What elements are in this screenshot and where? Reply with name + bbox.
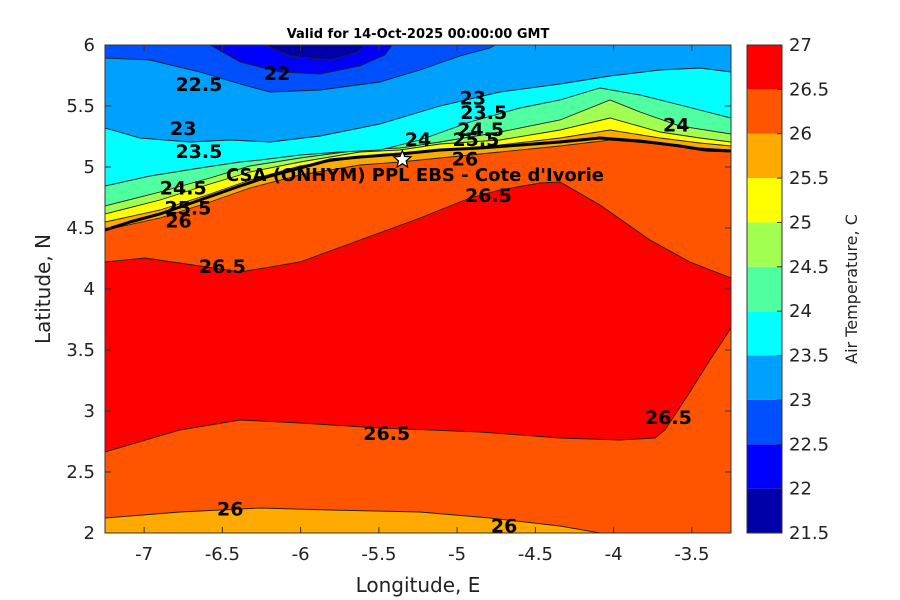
contour-label: 26 — [217, 499, 243, 521]
colorbar-swatch — [747, 488, 782, 533]
temp-band-25-5-south — [105, 507, 601, 533]
contour-label: 23.5 — [175, 141, 222, 163]
colorbar-tick-label: 24 — [789, 301, 812, 322]
colorbar-tick-label: 22 — [789, 479, 812, 500]
temp-band-26-5 — [105, 181, 731, 453]
y-axis-ticks: 22.533.544.555.56 — [66, 35, 731, 544]
y-tick-label: 3.5 — [66, 340, 95, 361]
y-tick-label: 4.5 — [66, 218, 95, 239]
colorbar-swatch — [747, 399, 782, 445]
colorbar-tick-label: 27 — [789, 35, 812, 56]
temp-band-21-5 — [264, 45, 366, 61]
contour-label: 26.5 — [363, 423, 410, 445]
colorbar-swatch — [747, 444, 782, 489]
station-star-icon — [392, 149, 413, 169]
colorbar-swatch — [747, 133, 782, 179]
colorbar-swatch — [747, 266, 782, 312]
x-axis-label: Longitude, E — [356, 573, 481, 597]
y-tick-label: 2.5 — [66, 462, 95, 483]
y-tick-label: 3 — [84, 401, 95, 422]
y-tick-label: 6 — [84, 35, 95, 56]
colorbar-tick-label: 22.5 — [789, 434, 829, 455]
contour-label: 24 — [405, 129, 431, 151]
x-tick-label: -7 — [135, 544, 153, 565]
y-tick-label: 5 — [84, 157, 95, 178]
x-tick-label: -6 — [292, 544, 310, 565]
x-tick-label: -5.5 — [361, 544, 396, 565]
colorbar-tick-label: 25 — [789, 212, 812, 233]
contour-label: 23 — [460, 87, 486, 109]
colorbar-label: Air Temperature, C — [842, 214, 861, 364]
colorbar-tick-label: 26.5 — [789, 79, 829, 100]
x-tick-label: -4 — [605, 544, 623, 565]
colorbar — [746, 44, 783, 534]
contour-label: 24 — [663, 114, 689, 136]
contour-label: 22.5 — [175, 74, 222, 96]
contour-label: 26.5 — [645, 407, 692, 429]
contour-label: 26 — [165, 211, 191, 233]
contour-label: 23.5 — [460, 102, 507, 124]
colorbar-tick-label: 26 — [789, 124, 812, 145]
contour-label: 23 — [170, 118, 196, 140]
station-marker-group: CSA (ONHYM) PPL EBS - Cote d'Ivorie — [226, 149, 604, 186]
contour-label: 25.5 — [164, 197, 211, 219]
y-tick-label: 4 — [84, 279, 95, 300]
colorbar-swatch — [747, 222, 782, 267]
y-tick-label: 2 — [84, 523, 95, 544]
coastline — [105, 136, 731, 232]
contour-label: 24.5 — [457, 119, 504, 141]
chart-title: Valid for 14-Oct-2025 00:00:00 GMT — [287, 27, 550, 42]
contour-label: 26 — [452, 148, 478, 170]
colorbar-swatch — [747, 89, 782, 134]
x-tick-label: -4.5 — [518, 544, 553, 565]
colorbar-frame — [746, 44, 783, 534]
y-tick-label: 5.5 — [66, 96, 95, 117]
x-tick-label: -5 — [448, 544, 466, 565]
colorbar-ticks: 21.5 22 22.5 23 23.5 24 24.5 25 25.5 26 26.5 27 — [777, 35, 829, 544]
contour-label: 26.5 — [199, 256, 246, 278]
colorbar-tick-label: 21.5 — [789, 523, 829, 544]
contour-label: 22 — [264, 63, 290, 85]
colorbar-swatch — [747, 355, 782, 400]
contour-label: 24.5 — [160, 178, 207, 200]
x-tick-label: -6.5 — [205, 544, 240, 565]
plot-area — [105, 45, 731, 533]
contour-label: 26 — [491, 516, 517, 538]
colorbar-tick-label: 23 — [789, 390, 812, 411]
colorbar-swatch — [747, 311, 782, 356]
contour-label: 25.5 — [452, 129, 499, 151]
station-label: CSA (ONHYM) PPL EBS - Cote d'Ivorie — [226, 165, 604, 186]
contour-label: 26.5 — [465, 185, 512, 207]
colorbar-tick-label: 24.5 — [789, 257, 829, 278]
y-axis-label: Latitude, N — [31, 234, 55, 344]
x-tick-label: -3.5 — [674, 544, 709, 565]
colorbar-tick-label: 25.5 — [789, 168, 829, 189]
colorbar-swatch — [747, 45, 782, 90]
colorbar-tick-label: 23.5 — [789, 346, 829, 367]
x-axis-ticks: -7 -6.5 -6 -5.5 -5 -4.5 -4 -3.5 — [135, 45, 709, 565]
colorbar-swatch — [747, 178, 782, 223]
